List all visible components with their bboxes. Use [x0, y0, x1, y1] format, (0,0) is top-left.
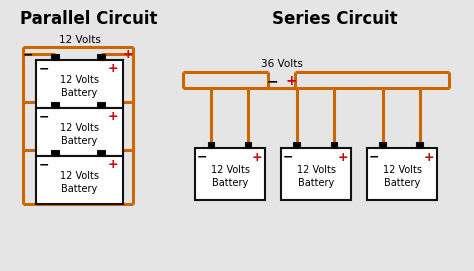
Text: 12 Volts: 12 Volts [60, 75, 99, 85]
Bar [195, 148, 265, 200]
Text: −: − [39, 110, 50, 123]
Text: +: + [108, 158, 118, 171]
Text: +: + [337, 151, 348, 164]
Bar [98, 150, 105, 156]
Bar [36, 60, 123, 108]
Bar [379, 142, 386, 148]
Bar [208, 142, 214, 148]
Text: 12 Volts: 12 Volts [297, 165, 336, 175]
Text: 12 Volts: 12 Volts [60, 123, 99, 133]
Text: Battery: Battery [61, 136, 98, 146]
Bar [36, 108, 123, 156]
Bar [281, 148, 351, 200]
Bar [51, 150, 59, 156]
Text: +: + [108, 110, 118, 123]
Bar [36, 156, 123, 204]
Text: Battery: Battery [298, 178, 334, 188]
Text: 12 Volts: 12 Volts [60, 171, 99, 181]
Text: 12 Volts: 12 Volts [58, 35, 100, 45]
Text: Series Circuit: Series Circuit [273, 10, 398, 28]
Text: −: − [369, 151, 379, 164]
Bar [98, 102, 105, 108]
Text: −: − [39, 158, 50, 171]
Bar [245, 142, 251, 148]
Bar [51, 54, 59, 60]
Bar [293, 142, 300, 148]
Text: +: + [108, 62, 118, 75]
Text: Battery: Battery [384, 178, 420, 188]
Bar [330, 142, 337, 148]
Bar [367, 148, 437, 200]
Text: −: − [283, 151, 293, 164]
Text: 36 Volts: 36 Volts [261, 59, 303, 69]
Text: Battery: Battery [61, 88, 98, 98]
Text: −: − [266, 74, 278, 88]
Text: +: + [252, 151, 262, 164]
Bar [51, 102, 59, 108]
Text: +: + [423, 151, 434, 164]
Text: Battery: Battery [61, 184, 98, 194]
Bar [98, 54, 105, 60]
Text: Parallel Circuit: Parallel Circuit [20, 10, 157, 28]
Text: +: + [285, 74, 297, 88]
Bar [417, 142, 423, 148]
Text: −: − [22, 49, 33, 62]
Text: −: − [197, 151, 208, 164]
Text: 12 Volts: 12 Volts [211, 165, 250, 175]
Text: +: + [123, 49, 134, 62]
Text: −: − [39, 62, 50, 75]
Text: Battery: Battery [212, 178, 248, 188]
Text: 12 Volts: 12 Volts [383, 165, 421, 175]
